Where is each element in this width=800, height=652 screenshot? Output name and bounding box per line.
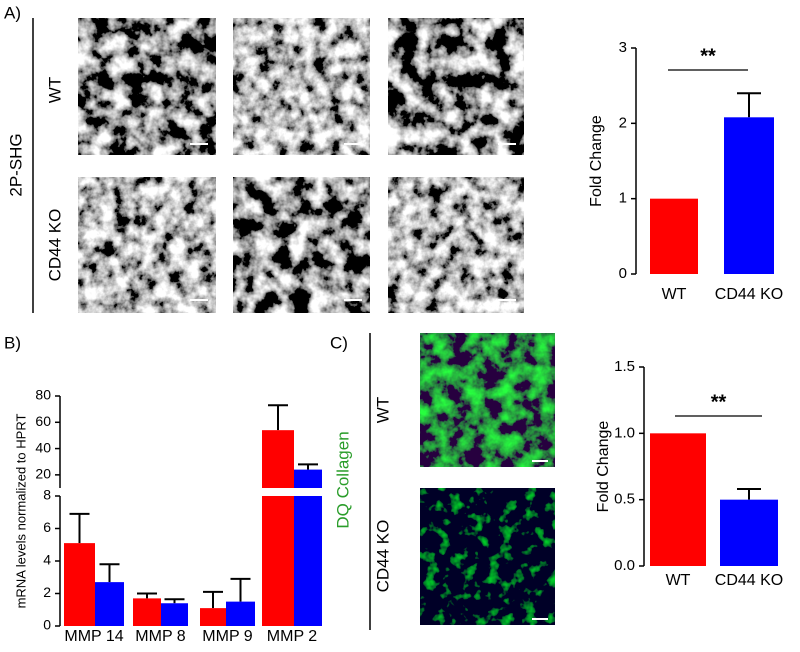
y-tick-label: 8 — [43, 487, 51, 503]
error-bar — [298, 463, 318, 470]
bar — [650, 433, 706, 566]
method-label: 2P-SHG — [6, 133, 25, 196]
micrograph — [78, 177, 216, 313]
y-tick-label: 0 — [619, 265, 627, 282]
x-tick-label: CD44 KO — [715, 572, 783, 589]
error-bar — [164, 598, 185, 604]
bar — [161, 603, 188, 626]
micrograph — [78, 18, 216, 155]
panel-label: A) — [4, 3, 21, 22]
bar — [724, 117, 774, 274]
error-bar — [737, 92, 761, 118]
micrograph — [420, 333, 555, 467]
y-tick-label: 1.5 — [614, 358, 635, 375]
x-tick-label: WT — [666, 572, 691, 589]
row-label: WT — [373, 397, 392, 423]
y-axis-label: Fold Change — [595, 421, 612, 513]
bar — [226, 601, 255, 626]
micrograph — [388, 18, 524, 155]
y-axis-label: mRNA levels normalized to HPRT — [13, 414, 28, 609]
y-tick-label: 0.5 — [614, 491, 635, 508]
error-bar — [99, 563, 120, 583]
y-tick-label: 2 — [619, 114, 627, 131]
bar — [720, 499, 778, 566]
error-bar — [203, 590, 223, 609]
micrograph — [420, 488, 555, 625]
y-tick-label: 1.0 — [614, 424, 635, 441]
y-tick-label: 3 — [619, 39, 627, 56]
y-tick-label: 40 — [35, 439, 51, 455]
row-label: WT — [45, 77, 64, 103]
x-tick-label: MMP 14 — [64, 628, 123, 645]
error-bar — [268, 404, 288, 431]
micrograph — [233, 177, 370, 313]
panel-label: B) — [4, 333, 21, 352]
y-tick-label: 60 — [35, 413, 51, 429]
x-tick-label: CD44 KO — [715, 286, 783, 303]
bar — [650, 198, 698, 274]
bar — [262, 496, 294, 626]
micrograph — [233, 18, 370, 155]
error-bar — [737, 488, 761, 500]
bar — [64, 543, 95, 626]
x-tick-label: MMP 8 — [135, 628, 185, 645]
y-axis-label: Fold Change — [588, 115, 605, 207]
y-tick-label: 2 — [43, 584, 51, 600]
y-tick-label: 20 — [35, 466, 51, 482]
bar — [294, 496, 322, 626]
x-tick-label: MMP 2 — [267, 628, 317, 645]
method-label: DQ Collagen — [333, 431, 352, 528]
y-tick-label: 80 — [35, 387, 51, 403]
error-bar — [69, 512, 90, 544]
bar — [95, 582, 124, 626]
bar — [200, 608, 226, 626]
row-label: CD44 KO — [373, 520, 392, 593]
row-label: CD44 KO — [45, 209, 64, 282]
y-tick-label: 0 — [43, 617, 51, 633]
y-tick-label: 4 — [43, 552, 51, 568]
y-tick-label: 6 — [43, 519, 51, 535]
x-tick-label: WT — [662, 286, 687, 303]
bar — [294, 469, 322, 488]
error-bar — [137, 592, 157, 599]
error-bar — [230, 577, 251, 602]
significance: ** — [711, 391, 727, 413]
bar — [133, 598, 161, 626]
y-tick-label: 0.0 — [614, 557, 635, 574]
micrographs-a — [78, 18, 524, 313]
y-tick-label: 1 — [619, 190, 627, 207]
micrographs-c — [420, 333, 555, 625]
bar — [262, 430, 294, 488]
significance: ** — [700, 45, 716, 67]
x-tick-label: MMP 9 — [202, 628, 252, 645]
panel-label: C) — [330, 333, 348, 352]
micrograph — [388, 177, 524, 313]
